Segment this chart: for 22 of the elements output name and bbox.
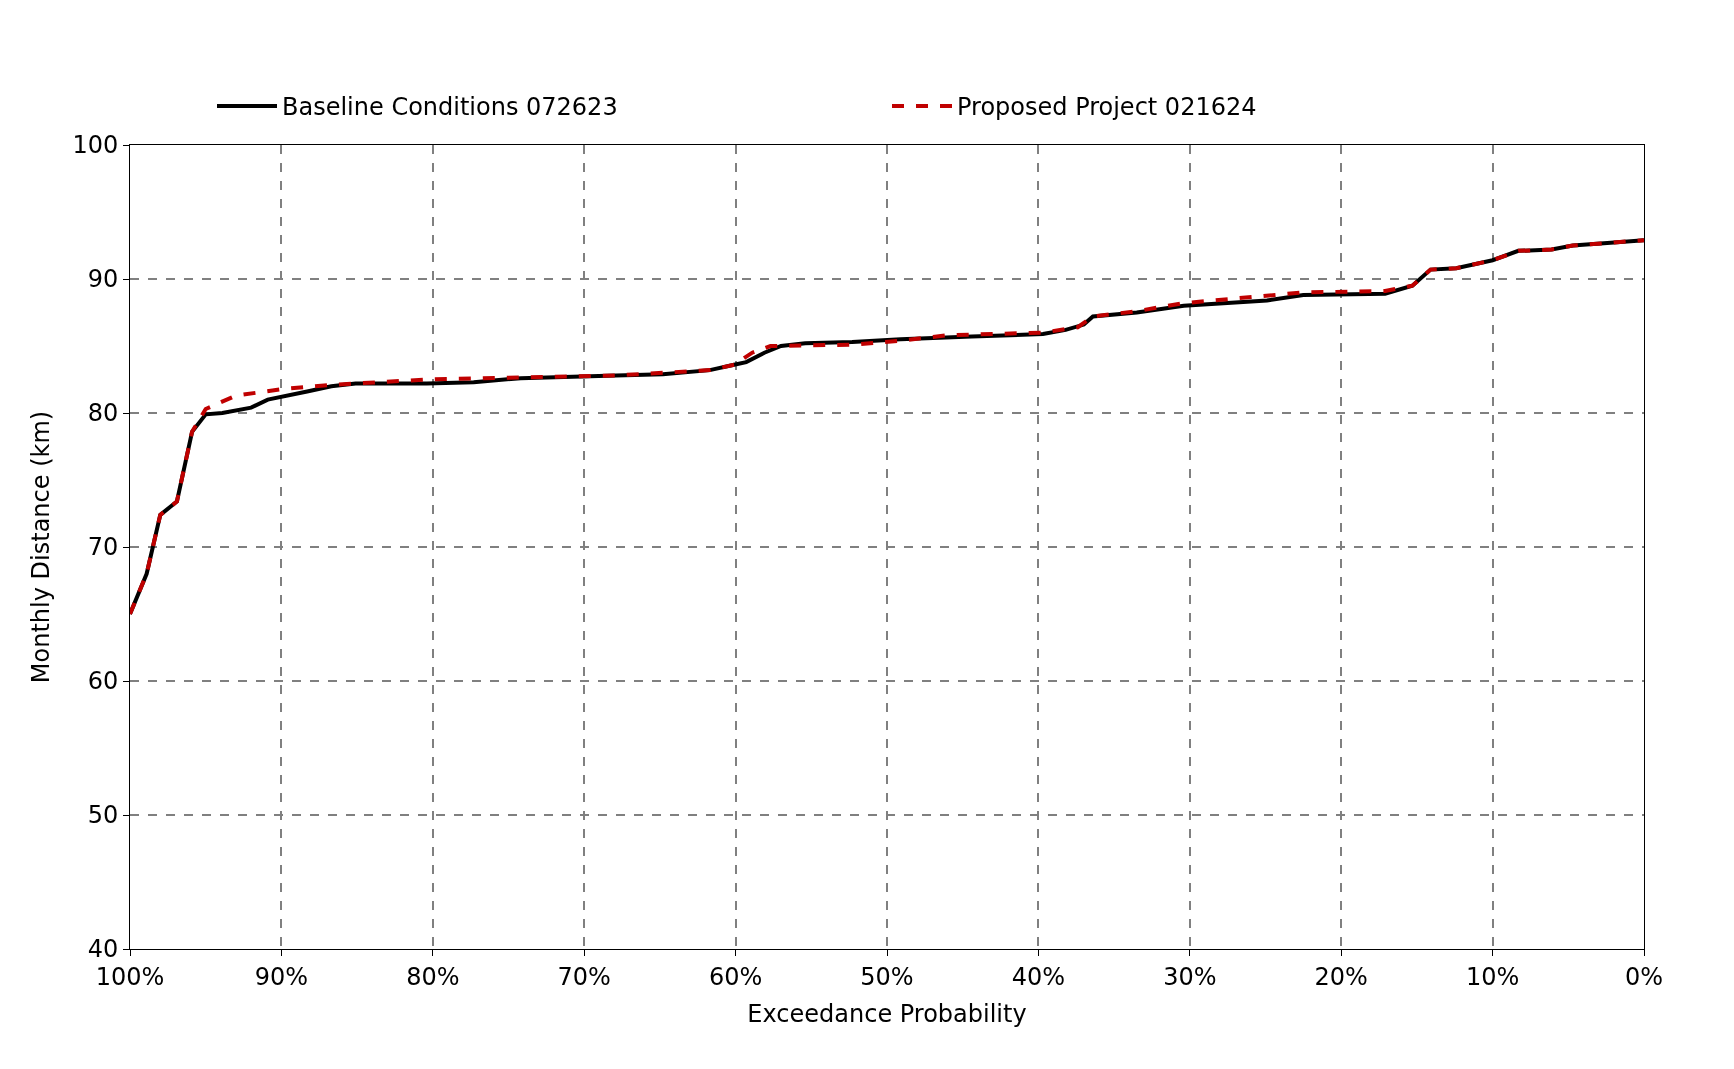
y-axis-title: Monthly Distance (km) [27, 410, 56, 684]
legend-label: Baseline Conditions 072623 [282, 93, 618, 122]
x-tick-label: 20% [1314, 962, 1368, 991]
y-tick-label: 70 [87, 533, 119, 562]
y-tick-label: 40 [87, 935, 119, 964]
x-tick-label: 0% [1624, 962, 1664, 991]
y-tick-label: 90 [87, 265, 119, 294]
x-tick-label: 100% [95, 962, 165, 991]
x-tick-label: 50% [860, 962, 914, 991]
x-tick-label: 80% [406, 962, 460, 991]
x-tick-label: 10% [1465, 962, 1520, 991]
legend-label: Proposed Project 021624 [957, 93, 1257, 122]
x-tick-label: 90% [254, 962, 309, 991]
y-tick-label: 50 [87, 801, 119, 830]
x-axis-title: Exceedance Probability [747, 1000, 1027, 1029]
x-tick-label: 70% [557, 962, 611, 991]
y-tick-label: 100 [72, 131, 119, 160]
y-tick-label: 80 [87, 399, 119, 428]
y-tick-label: 60 [87, 667, 119, 696]
x-tick-label: 60% [708, 962, 763, 991]
x-tick-label: 40% [1011, 962, 1066, 991]
x-tick-label: 30% [1163, 962, 1217, 991]
